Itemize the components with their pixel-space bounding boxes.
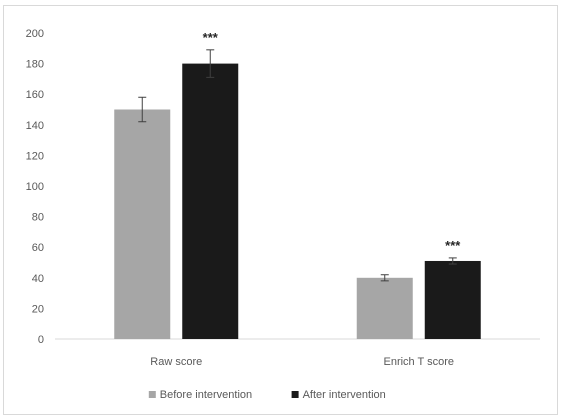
significance-label: *** xyxy=(445,238,461,253)
y-tick-label: 100 xyxy=(26,181,44,193)
y-tick-label: 180 xyxy=(26,59,44,71)
y-tick-label: 140 xyxy=(26,120,44,132)
y-tick-label: 120 xyxy=(26,150,44,162)
y-tick-label: 60 xyxy=(32,242,44,254)
y-tick-label: 80 xyxy=(32,212,44,224)
legend: Before intervention After intervention xyxy=(148,389,386,401)
significance-annotations: *** *** xyxy=(203,30,462,253)
significance-label: *** xyxy=(203,30,219,45)
y-tick-label: 200 xyxy=(26,28,44,40)
legend-label: Before intervention xyxy=(160,389,252,401)
y-tick-label: 0 xyxy=(38,334,44,346)
legend-swatch xyxy=(291,391,299,398)
bars xyxy=(114,63,481,339)
legend-label: After intervention xyxy=(303,389,386,401)
y-tick-label: 160 xyxy=(26,89,44,101)
y-axis-tick-labels: 0 20 40 60 80 100 120 140 160 180 200 xyxy=(26,28,44,346)
x-category-label: Enrich T score xyxy=(383,356,454,368)
x-axis-category-labels: Raw score Enrich T score xyxy=(150,356,454,368)
bar-before-enrich-t-score xyxy=(356,277,413,339)
legend-swatch xyxy=(148,391,156,398)
error-bars xyxy=(138,49,457,282)
x-category-label: Raw score xyxy=(150,356,202,368)
bar-before-raw-score xyxy=(114,109,171,339)
chart-frame xyxy=(3,5,558,415)
bar-after-enrich-t-score xyxy=(424,260,481,339)
bar-after-raw-score xyxy=(182,63,239,339)
y-tick-label: 20 xyxy=(32,303,44,315)
y-tick-label: 40 xyxy=(32,273,44,285)
